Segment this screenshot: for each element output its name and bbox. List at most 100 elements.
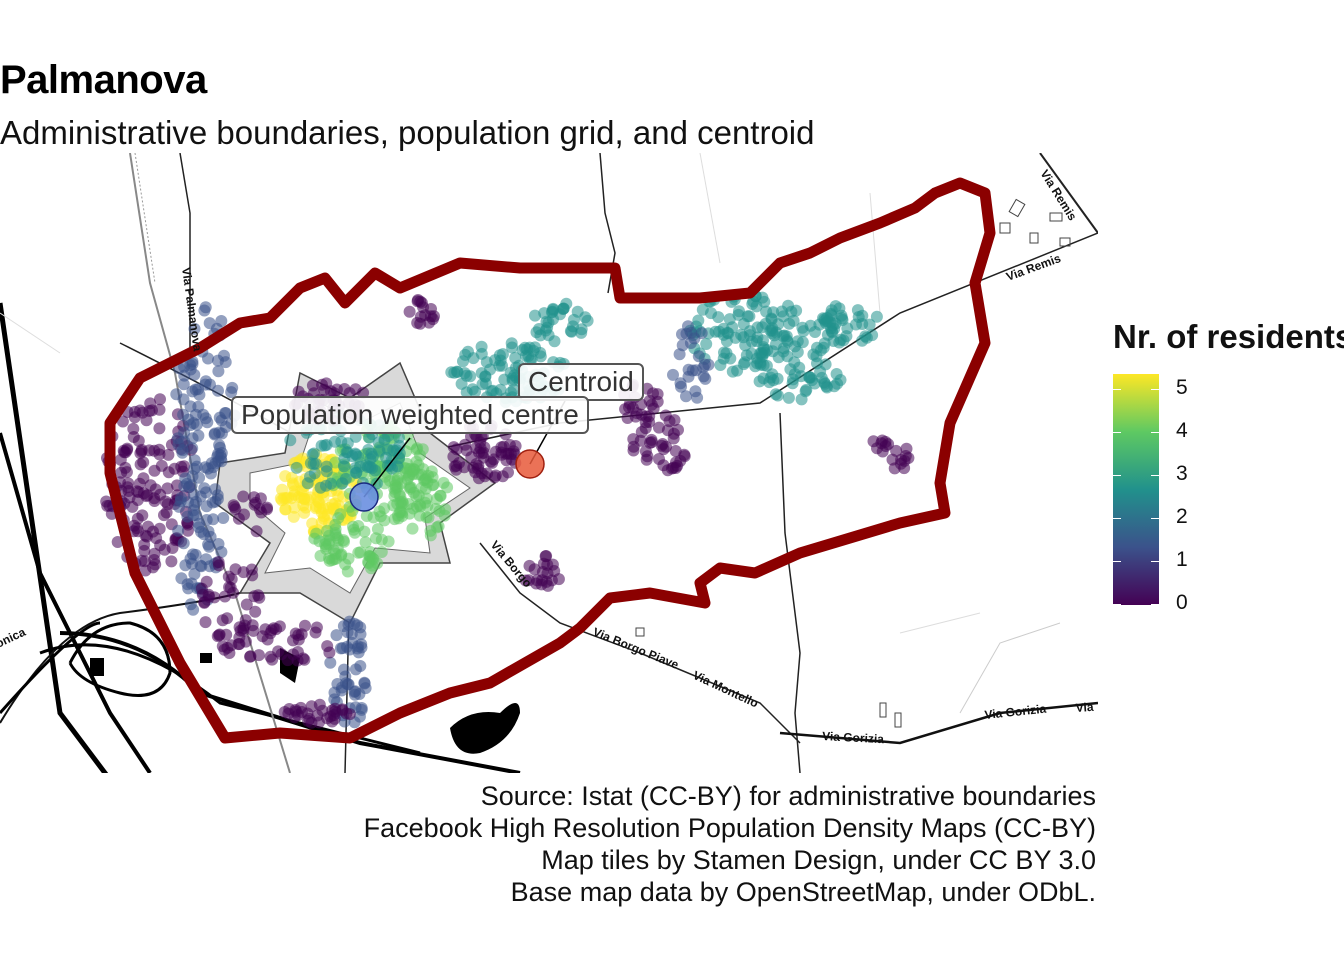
population-point <box>424 529 437 542</box>
population-point <box>139 564 152 577</box>
population-point <box>176 446 189 459</box>
population-point <box>415 296 428 309</box>
population-point <box>733 305 745 318</box>
population-point <box>217 512 230 524</box>
population-point <box>175 572 188 585</box>
population-point <box>750 335 763 347</box>
population-point <box>188 368 201 381</box>
population-point <box>767 306 780 319</box>
population-point <box>745 347 758 360</box>
legend-title: Nr. of residents <box>1113 318 1344 355</box>
population-point <box>240 598 253 611</box>
caption-line: Base map data by OpenStreetMap, under OD… <box>510 877 1096 907</box>
population-point <box>339 472 352 485</box>
population-point <box>475 340 488 353</box>
population-point <box>250 525 263 538</box>
population-point <box>291 646 304 658</box>
population-point <box>367 553 380 566</box>
population-point <box>203 317 216 330</box>
population-point <box>519 574 532 587</box>
population-point <box>358 525 371 538</box>
population-point <box>154 393 166 406</box>
population-point <box>232 512 245 525</box>
population-point <box>800 383 813 396</box>
population-point <box>803 371 816 383</box>
population-point <box>546 305 559 318</box>
population-point <box>287 634 299 647</box>
population-point <box>400 466 413 479</box>
population-point <box>134 458 147 471</box>
population-point <box>488 471 501 484</box>
population-point <box>673 348 686 361</box>
population-point <box>215 315 228 327</box>
map-canvas[interactable]: Via Palmanova Via Remis Via Remis Via Bo… <box>0 153 1098 773</box>
population-point <box>324 656 337 669</box>
population-point <box>644 436 657 449</box>
population-point <box>879 435 892 448</box>
population-point <box>153 522 166 535</box>
population-point <box>445 366 458 379</box>
population-point <box>863 318 876 331</box>
population-point <box>188 322 201 335</box>
population-point <box>466 383 479 396</box>
legend-tick-label: 5 <box>1176 376 1188 399</box>
population-point <box>184 419 197 432</box>
population-point <box>207 513 220 526</box>
weighted-centre-marker[interactable] <box>349 482 379 512</box>
population-point <box>189 383 202 396</box>
population-point <box>120 466 133 479</box>
population-point <box>308 532 321 545</box>
population-point <box>834 374 847 386</box>
population-point <box>218 643 231 656</box>
legend-tick-label: 3 <box>1176 462 1188 485</box>
base-roads <box>0 153 1098 773</box>
population-point <box>266 653 279 666</box>
population-point <box>331 678 344 690</box>
population-point <box>295 491 308 504</box>
centroid-marker[interactable] <box>515 449 545 479</box>
population-point <box>306 448 319 461</box>
population-point <box>234 624 247 637</box>
population-point <box>450 463 463 476</box>
source-caption: Source: Istat (CC-BY) for administrative… <box>364 780 1096 908</box>
population-point <box>244 650 257 663</box>
population-point <box>519 341 531 354</box>
population-point <box>717 352 730 365</box>
population-point <box>130 522 143 535</box>
population-point <box>467 352 480 365</box>
population-point <box>353 710 366 723</box>
population-point <box>358 676 371 689</box>
population-point <box>202 588 215 601</box>
map-panel[interactable]: Via Palmanova Via Remis Via Remis Via Bo… <box>0 153 1098 773</box>
admin-boundary <box>104 177 996 744</box>
population-point <box>821 381 833 394</box>
population-point <box>674 377 687 390</box>
population-point <box>404 438 417 451</box>
population-point <box>200 575 213 588</box>
population-point <box>769 388 782 401</box>
population-point <box>306 379 319 392</box>
population-point <box>317 512 330 525</box>
population-point <box>127 431 140 443</box>
population-point <box>414 449 426 462</box>
population-point <box>349 462 362 474</box>
population-point <box>370 532 382 545</box>
population-point <box>692 350 705 363</box>
population-point <box>529 309 541 322</box>
population-point <box>354 660 367 672</box>
population-point <box>347 520 359 533</box>
population-point <box>359 536 372 549</box>
population-point <box>221 612 234 625</box>
population-point <box>372 436 385 449</box>
population-point <box>288 501 301 514</box>
population-point <box>829 317 842 330</box>
population-point <box>348 617 361 630</box>
population-point <box>338 663 350 676</box>
street-label-via-remis-1: Via Remis <box>1037 167 1079 223</box>
legend-tick-label: 2 <box>1176 505 1188 528</box>
map-subtitle: Administrative boundaries, population gr… <box>0 114 815 151</box>
population-point <box>239 635 252 648</box>
population-point <box>335 549 347 562</box>
population-point <box>328 435 341 448</box>
population-point <box>770 338 782 351</box>
